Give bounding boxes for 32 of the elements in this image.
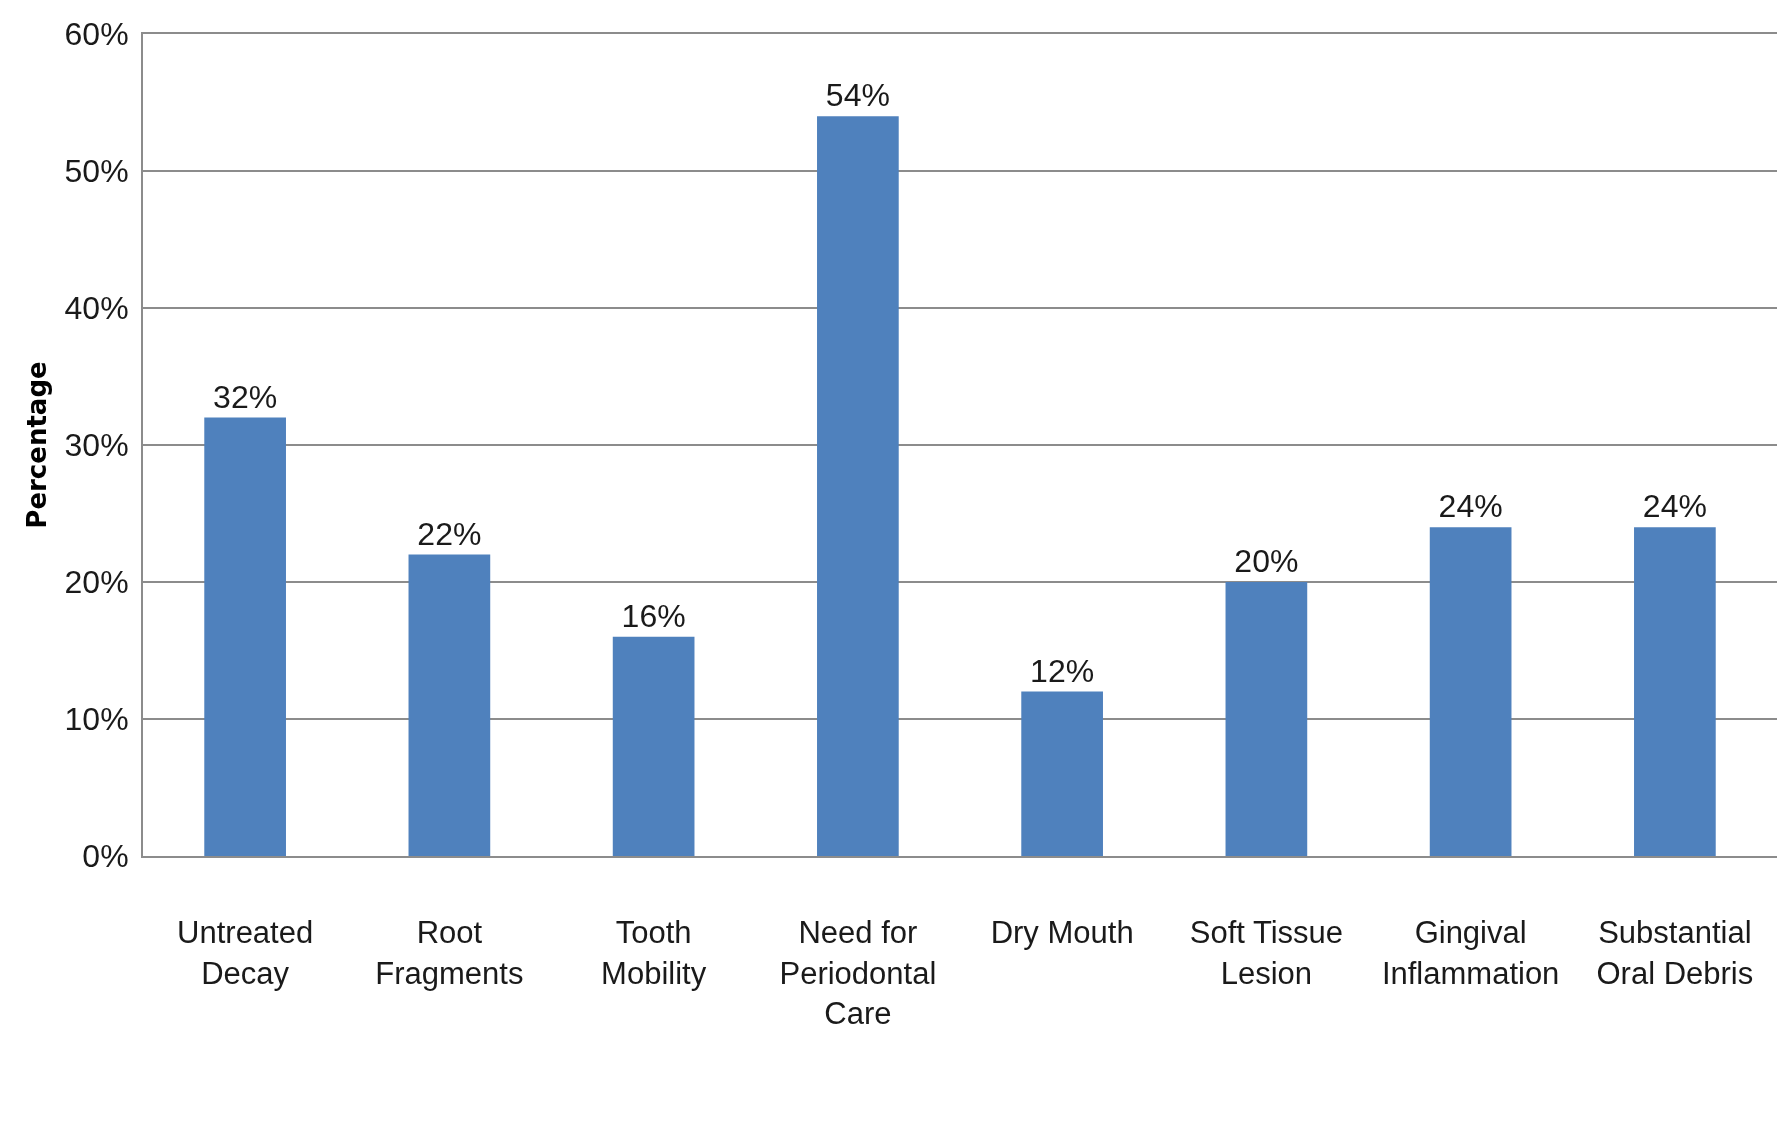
x-tick-label: Soft Tissue Lesion — [1189, 915, 1344, 991]
y-tick-label: 20% — [64, 564, 129, 601]
data-label: 24% — [1438, 488, 1503, 525]
y-tick-label: 40% — [64, 290, 129, 327]
x-tick-label: Substantial Oral Debris — [1596, 915, 1754, 991]
data-label: 20% — [1234, 543, 1299, 579]
bar — [408, 554, 491, 856]
x-tick-label: Root Fragments — [375, 915, 524, 991]
data-label: 12% — [1030, 652, 1095, 689]
data-label: 54% — [825, 77, 890, 114]
bar — [204, 417, 286, 856]
bar — [612, 636, 695, 856]
bar — [817, 116, 899, 856]
x-tick-label: Dry Mouth — [990, 915, 1134, 951]
x-tick-label: Need for Periodontal Care — [779, 915, 937, 1031]
bar — [1634, 527, 1716, 856]
bar — [1225, 582, 1308, 856]
y-tick-label: 50% — [64, 153, 129, 190]
data-label: 24% — [1642, 488, 1707, 525]
x-tick-label: Tooth Mobility — [601, 915, 707, 991]
x-tick-label: Untreated Decay — [177, 915, 314, 991]
data-label: 22% — [417, 515, 482, 552]
y-axis-title: Percentage — [22, 361, 53, 529]
x-tick-label: Gingival Inflammation — [1381, 915, 1560, 991]
y-tick-label: 30% — [64, 427, 129, 464]
data-label: 32% — [213, 378, 278, 415]
data-label: 16% — [621, 597, 686, 634]
y-tick-label: 60% — [64, 16, 129, 53]
y-tick-label: 10% — [64, 701, 129, 738]
bar — [1021, 691, 1103, 856]
y-tick-label: 0% — [82, 838, 129, 875]
bar — [1429, 527, 1512, 856]
